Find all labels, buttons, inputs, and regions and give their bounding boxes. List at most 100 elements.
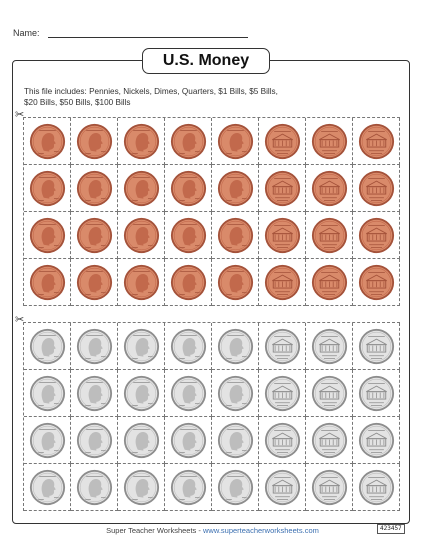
document-code: 423457 (377, 524, 405, 534)
footer-url[interactable]: www.superteacherworksheets.com (202, 526, 319, 535)
nickel-cell (24, 370, 71, 417)
nickel-back-image (311, 469, 347, 505)
penny-cell (306, 212, 353, 259)
penny-cell (24, 259, 71, 306)
scissors-icon: ✂ (15, 109, 25, 121)
nickel-cell (118, 464, 165, 511)
penny-front-image (29, 123, 65, 159)
nickel-cell (353, 323, 400, 370)
nickel-front-image (123, 375, 159, 411)
penny-back-image (311, 170, 347, 206)
penny-cell (118, 212, 165, 259)
intro-text: This file includes: Pennies, Nickels, Di… (24, 86, 364, 108)
nickel-back-image (358, 422, 394, 458)
nickel-front-image (76, 375, 112, 411)
nickel-front-image (217, 328, 253, 364)
nickel-front-image (123, 422, 159, 458)
penny-back-image (264, 170, 300, 206)
nickel-front-image (217, 469, 253, 505)
footer-brand: Super Teacher Worksheets - (106, 526, 203, 535)
penny-back-image (311, 123, 347, 159)
penny-front-image (170, 170, 206, 206)
nickel-cell (212, 417, 259, 464)
nickel-front-image (123, 328, 159, 364)
penny-back-image (311, 264, 347, 300)
penny-cell (24, 118, 71, 165)
penny-front-image (29, 264, 65, 300)
nickel-cell (24, 417, 71, 464)
penny-grid (23, 117, 400, 306)
nickel-front-image (29, 469, 65, 505)
penny-cell (118, 118, 165, 165)
penny-back-image (358, 123, 394, 159)
intro-line-1: This file includes: Pennies, Nickels, Di… (24, 87, 278, 96)
penny-cell (259, 259, 306, 306)
nickel-front-image (217, 375, 253, 411)
penny-cell (24, 212, 71, 259)
nickel-cell (118, 370, 165, 417)
nickel-back-image (311, 328, 347, 364)
penny-back-image (264, 264, 300, 300)
name-line (48, 37, 248, 38)
nickel-cell (259, 464, 306, 511)
nickel-back-image (358, 469, 394, 505)
penny-cell (71, 212, 118, 259)
penny-cell (118, 259, 165, 306)
nickel-cell (306, 323, 353, 370)
penny-cell (259, 212, 306, 259)
nickel-front-image (123, 469, 159, 505)
nickel-cell (71, 323, 118, 370)
nickel-cell (259, 417, 306, 464)
penny-front-image (123, 170, 159, 206)
penny-back-image (311, 217, 347, 253)
penny-front-image (217, 217, 253, 253)
nickel-back-image (358, 375, 394, 411)
nickel-back-image (358, 328, 394, 364)
nickel-front-image (76, 422, 112, 458)
penny-front-image (76, 123, 112, 159)
penny-cell (165, 118, 212, 165)
penny-back-image (358, 264, 394, 300)
nickel-back-image (311, 375, 347, 411)
nickel-cell (306, 370, 353, 417)
nickel-front-image (76, 469, 112, 505)
nickel-cell (212, 464, 259, 511)
penny-front-image (123, 264, 159, 300)
nickel-cell (165, 370, 212, 417)
nickel-front-image (76, 328, 112, 364)
penny-front-image (170, 123, 206, 159)
penny-cell (259, 165, 306, 212)
penny-cell (165, 259, 212, 306)
penny-cell (118, 165, 165, 212)
penny-front-image (217, 264, 253, 300)
nickel-cell (353, 464, 400, 511)
nickel-front-image (170, 328, 206, 364)
nickel-cell (306, 417, 353, 464)
penny-front-image (217, 170, 253, 206)
penny-front-image (76, 217, 112, 253)
nickel-back-image (264, 422, 300, 458)
nickel-front-image (29, 422, 65, 458)
nickel-front-image (170, 469, 206, 505)
nickel-cell (212, 323, 259, 370)
penny-front-image (170, 217, 206, 253)
nickel-front-image (29, 375, 65, 411)
penny-cell (306, 165, 353, 212)
penny-cell (212, 212, 259, 259)
name-label: Name: (13, 28, 40, 38)
penny-cell (71, 118, 118, 165)
nickel-cell (24, 464, 71, 511)
penny-cell (306, 259, 353, 306)
nickel-cell (353, 417, 400, 464)
penny-front-image (123, 123, 159, 159)
penny-cell (212, 259, 259, 306)
penny-back-image (264, 217, 300, 253)
nickel-back-image (264, 469, 300, 505)
penny-cell (71, 259, 118, 306)
penny-front-image (123, 217, 159, 253)
penny-cell (306, 118, 353, 165)
nickel-front-image (170, 422, 206, 458)
scissors-icon: ✂ (15, 314, 25, 326)
nickel-front-image (217, 422, 253, 458)
nickel-cell (306, 464, 353, 511)
